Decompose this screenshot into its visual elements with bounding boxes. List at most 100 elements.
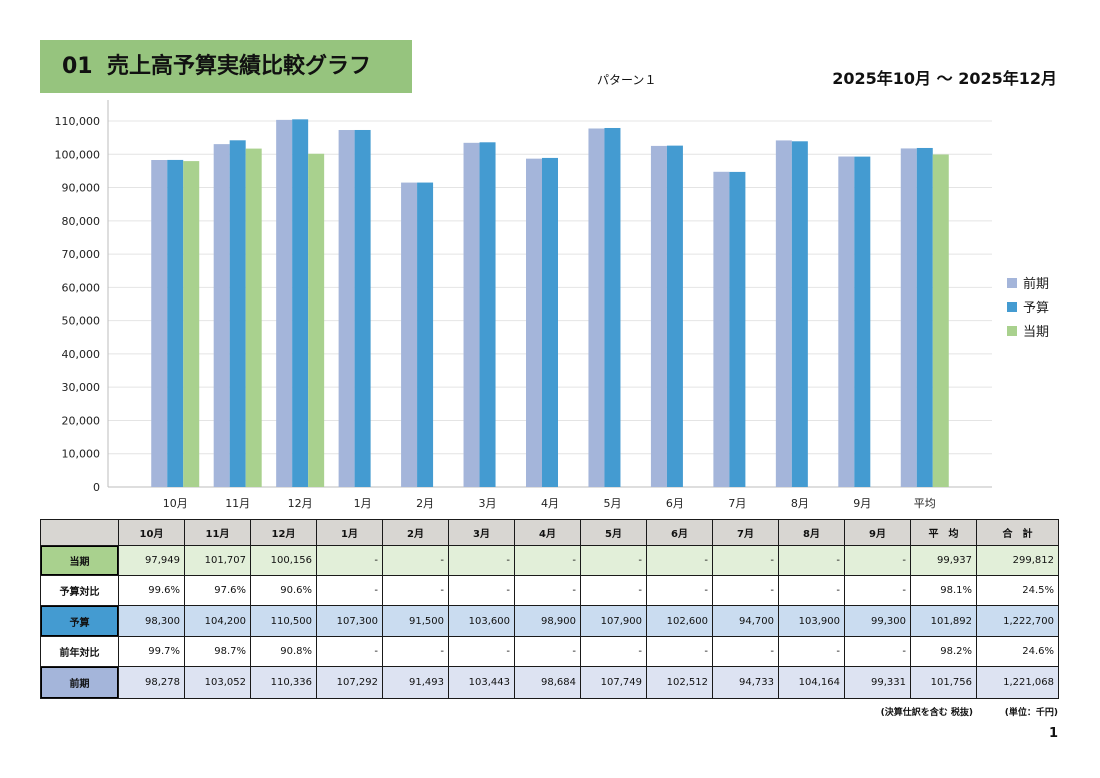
bar-series2-cat11 [791,141,808,487]
x-tick-label: 4月 [541,497,559,510]
x-tick-label: 11月 [225,497,250,510]
table-cell: 1,221,068 [976,666,1059,699]
table-cell: 94,733 [712,666,779,699]
y-tick-label: 90,000 [62,182,101,195]
table-cell: 91,493 [382,666,449,699]
x-tick-label: 1月 [354,497,372,510]
column-header: 4月 [514,519,581,546]
table-cell: 104,164 [778,666,845,699]
table-cell: 91,500 [382,605,449,637]
y-tick-label: 110,000 [55,115,101,128]
table-cell: 103,600 [448,605,515,637]
table-cell: - [448,636,515,667]
table-cell: - [448,575,515,606]
table-cell: 107,292 [316,666,383,699]
table-cell: 98,300 [118,605,185,637]
table-cell: - [580,636,647,667]
table-cell: 99.6% [118,575,185,606]
column-header: 8月 [778,519,845,546]
comparison-table: 10月 11月 12月 1月 2月 3月 4月 5月 6月 7月 8月 9月平 均合 計当期 97,94… [40,519,1059,699]
table-cell: - [778,636,845,667]
bar-series1-cat5 [401,182,418,488]
table-cell: - [580,545,647,576]
table-cell: 98,900 [514,605,581,637]
table-row: 前年対比 99.7% 98.7% 90.8% - - - - - - - - -98.2% 24.6% [40,636,1059,667]
budget-actual-bar-chart: 0 10,000 20,000 30,000 40,000 50,000 60,000 70,… [55,100,1049,510]
table-cell: - [646,575,713,606]
bar-series2-cat2 [229,140,246,487]
column-header: 9月 [844,519,911,546]
tax-note: (決算仕訳を含む 税抜) [880,708,973,718]
table-cell: 100,156 [250,545,317,576]
y-tick-label: 50,000 [62,315,101,328]
table-cell: 97,949 [118,545,185,576]
table-cell: 97.6% [184,575,251,606]
table-cell: 24.5% [976,575,1059,606]
x-tick-label: 8月 [791,497,809,510]
table-cell: - [382,636,449,667]
column-header: 12月 [250,519,317,546]
bar-series1-cat9 [650,145,667,487]
table-cell: - [514,636,581,667]
y-tick-label: 30,000 [62,381,101,394]
table-cell: - [844,575,911,606]
table-cell: - [448,545,515,576]
table-cell: 1,222,700 [976,605,1059,637]
table-row: 当期 97,949 101,707 100,156- - - - - - - - -99,937 299… [40,545,1059,576]
table-cell: 102,512 [646,666,713,699]
table-corner-cell [40,519,119,546]
page-title: 売上高予算実績比較グラフ [107,54,372,79]
column-header: 2月 [382,519,449,546]
bar-series2-cat3 [292,119,309,487]
table-cell: 101,707 [184,545,251,576]
row-label: 予算対比 [40,575,119,606]
bar-series2-cat6 [479,142,496,487]
table-cell: 107,300 [316,605,383,637]
table-header-row: 10月 11月 12月 1月 2月 3月 4月 5月 6月 7月 8月 9月平 均合 計 [40,519,1059,546]
y-tick-label: 100,000 [55,148,101,161]
table-cell: 103,443 [448,666,515,699]
table-cell: 104,200 [184,605,251,637]
bar-series2-cat9 [666,145,683,487]
bar-series3-cat1 [183,161,200,487]
y-axis-tick-labels: 0 10,000 20,000 30,000 40,000 50,000 60,000 70,… [55,115,101,494]
table-cell: 103,900 [778,605,845,637]
bar-series2-cat8 [604,127,621,487]
table-cell: 99.7% [118,636,185,667]
legend-label-2: 予算 [1023,301,1049,316]
bar-series2-cat13 [916,147,933,487]
bar-series1-cat3 [276,119,293,488]
row-label: 前期 [40,666,119,699]
table-cell: 98.1% [910,575,977,606]
table-cell: - [778,545,845,576]
table-cell: - [778,575,845,606]
table-cell: 98,684 [514,666,581,699]
table-cell: 107,749 [580,666,647,699]
row-label: 前年対比 [40,636,119,667]
y-tick-label: 80,000 [62,215,101,228]
table-cell: - [382,575,449,606]
bar-series3-cat3 [308,153,325,488]
column-header: 6月 [646,519,713,546]
bar-series2-cat7 [542,157,558,487]
bar-series1-cat11 [775,140,792,487]
bar-series1-cat13 [900,148,917,487]
bar-series3-cat13 [932,154,949,487]
table-cell: - [580,575,647,606]
table-cell: 299,812 [976,545,1059,576]
comparison-table-wrapper: 10月 11月 12月 1月 2月 3月 4月 5月 6月 7月 8月 9月平 均合 計当期 97,94… [40,519,1059,699]
table-cell: 98,278 [118,666,185,699]
table-cell: - [514,575,581,606]
x-tick-label: 6月 [666,497,684,510]
table-cell: 99,300 [844,605,911,637]
x-tick-label: 12月 [288,497,313,510]
table-cell: 101,892 [910,605,977,637]
bar-series1-cat6 [463,142,480,487]
table-cell: - [316,636,383,667]
table-cell: - [382,545,449,576]
bar-series2-cat5 [417,182,434,487]
unit-note: (単位：千円) [1004,708,1058,718]
table-cell: - [712,545,779,576]
y-tick-label: 60,000 [62,281,101,294]
